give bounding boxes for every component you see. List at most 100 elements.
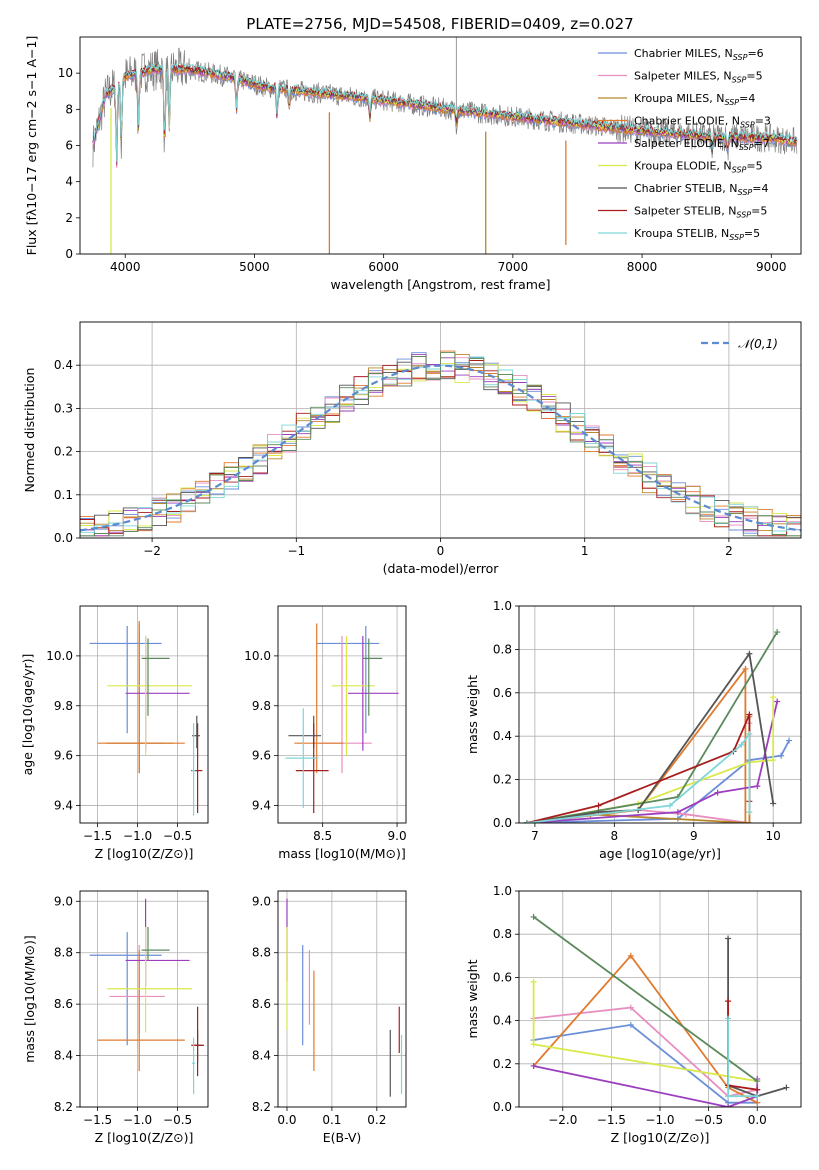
weight-series-line (533, 1006, 758, 1098)
tick-label-x: −2.0 (548, 1113, 577, 1127)
weight-point-marker (530, 913, 537, 920)
label-part: Z [log (95, 1130, 131, 1145)
label-part: )] (184, 846, 194, 861)
tick-label-y: 8.8 (252, 946, 271, 960)
tick-label-x: −0.5 (163, 829, 192, 843)
tick-label-y: 0.0 (493, 816, 512, 830)
weight-point-marker (725, 1104, 732, 1107)
tick-label-x: 0 (437, 544, 445, 558)
tick-label-y: 0.6 (493, 686, 512, 700)
tick-label-y: 9.8 (252, 699, 271, 713)
weight-series-line (533, 916, 758, 1082)
weight-point-marker (627, 952, 634, 959)
legend-name: Chabrier STELIB, N (634, 182, 738, 195)
legend-name: Salpeter MILES, N (634, 70, 732, 83)
weight-series-line (532, 954, 758, 1104)
legend-name: Kroupa ELODIE, N (634, 160, 732, 173)
axis-label-y: Flux [fλ10−17 erg cm−2 s−1 A−1] (24, 36, 39, 256)
tick-label-y: 0.6 (493, 970, 512, 984)
panel-age-vs-mass: 8.5 9.0 9.4 9.6 9.8 10.0 mass [log10(M/M⊙)] (244, 605, 407, 861)
tick-label-y: 0.8 (493, 927, 512, 941)
weight-point-marker (530, 1041, 537, 1048)
tick-label-y: 4 (65, 175, 73, 189)
axes-frame (79, 605, 209, 824)
tick-label-y: 9.0 (54, 894, 73, 908)
legend-sub: SSP (724, 98, 739, 107)
tick-label-x: 9 (690, 829, 698, 843)
legend-name: Kroupa MILES, N (634, 92, 724, 105)
tick-label-y: 8.4 (54, 1049, 73, 1063)
label-part: 10 (650, 846, 666, 861)
legend-sub: SSP (733, 53, 748, 62)
legend-sub: SSP (739, 143, 754, 152)
panel-spectrum: 4000 5000 6000 7000 8000 9000 0 2 4 6 8 10 wavelengt… (24, 36, 802, 292)
label-part: 10 (647, 1130, 663, 1145)
tick-label-x: −2 (143, 544, 161, 558)
plot-area (285, 623, 399, 814)
legend-entry: Chabrier STELIB, NSSP=4 (634, 182, 768, 197)
weight-point-marker (770, 694, 777, 701)
tick-label-y: 10.0 (244, 649, 271, 663)
weight-series-line (526, 697, 775, 823)
label-part: mass [log (22, 1002, 37, 1063)
tick-label-x: 4000 (110, 260, 141, 274)
label-part: (Z/Z (147, 846, 173, 861)
tick-label-x: −1.5 (83, 1113, 112, 1127)
tick-label-x: 6000 (368, 260, 399, 274)
axis-label-x: Z [log10(Z/Z⊙)] (95, 1130, 194, 1145)
tick-label-x: 5000 (239, 260, 270, 274)
legend-sub: SSP (732, 166, 747, 175)
axis-label-y: mass weight (465, 959, 480, 1038)
tick-label-y: 8.6 (54, 997, 73, 1011)
axis-label-x: Z [log10(Z/Z⊙)] (95, 846, 194, 861)
legend-suffix: =5 (751, 205, 767, 218)
panel-mass-vs-EBV: 0.0 0.1 0.2 8.2 8.4 8.6 8.8 9.0 E(B-V) (252, 890, 407, 1145)
tick-label-y: 0.8 (493, 642, 512, 656)
spectrum-model-line (92, 62, 798, 160)
legend-suffix: =4 (752, 182, 768, 195)
legend-entry: Kroupa MILES, NSSP=4 (634, 92, 755, 107)
tick-label-y: 0.4 (54, 358, 73, 372)
weight-series-line (526, 666, 747, 823)
tick-label-x: 2 (725, 544, 733, 558)
tick-label-y: 9.6 (54, 749, 73, 763)
tick-label-y: 6 (65, 139, 73, 153)
axis-label-y: mass weight (465, 675, 480, 754)
label-part: −1 (24, 41, 39, 59)
axes-frame (79, 36, 802, 255)
weight-series-line (526, 701, 779, 823)
gaussian-curve (80, 364, 801, 532)
plot-area (80, 350, 801, 537)
plot-area (92, 37, 798, 254)
weight-point-marker (725, 935, 732, 942)
tick-label-y: 1.0 (493, 884, 512, 898)
label-part: (age/yr)] (666, 846, 721, 861)
weight-point-marker (754, 1093, 761, 1100)
tick-label-x: 10 (766, 829, 781, 843)
tick-label-y: 9.4 (54, 799, 73, 813)
plot-area (523, 629, 793, 823)
weight-point-marker (754, 1078, 761, 1085)
axis-label-x: mass [log10(M/M⊙)] (278, 846, 406, 861)
tick-label-x: 8 (611, 829, 619, 843)
weight-point-marker (754, 1099, 761, 1106)
weight-point-marker (746, 650, 753, 657)
tick-label-y: 0.0 (54, 531, 73, 545)
label-part: ⊙ (173, 846, 183, 861)
label-part: (M/M (355, 846, 386, 861)
figure-title: PLATE=2756, MJD=54508, FIBERID=0409, z=0… (246, 15, 633, 33)
label-part: −2 (24, 100, 39, 118)
label-part: E(B-V) (323, 1130, 362, 1145)
plot-area (89, 620, 203, 816)
weight-point-marker (666, 802, 673, 809)
panels-group: 4000 5000 6000 7000 8000 90000246810wavelengt… (20, 36, 802, 1145)
label-part: )] (184, 1130, 194, 1145)
weight-point-marker (530, 1062, 537, 1069)
weight-point-marker (725, 1093, 732, 1100)
tick-label-y: 8.4 (252, 1049, 271, 1063)
tick-label-x: 0.0 (277, 1113, 296, 1127)
tick-label-y: 1.0 (493, 599, 512, 613)
tick-label-x: 1 (581, 544, 589, 558)
